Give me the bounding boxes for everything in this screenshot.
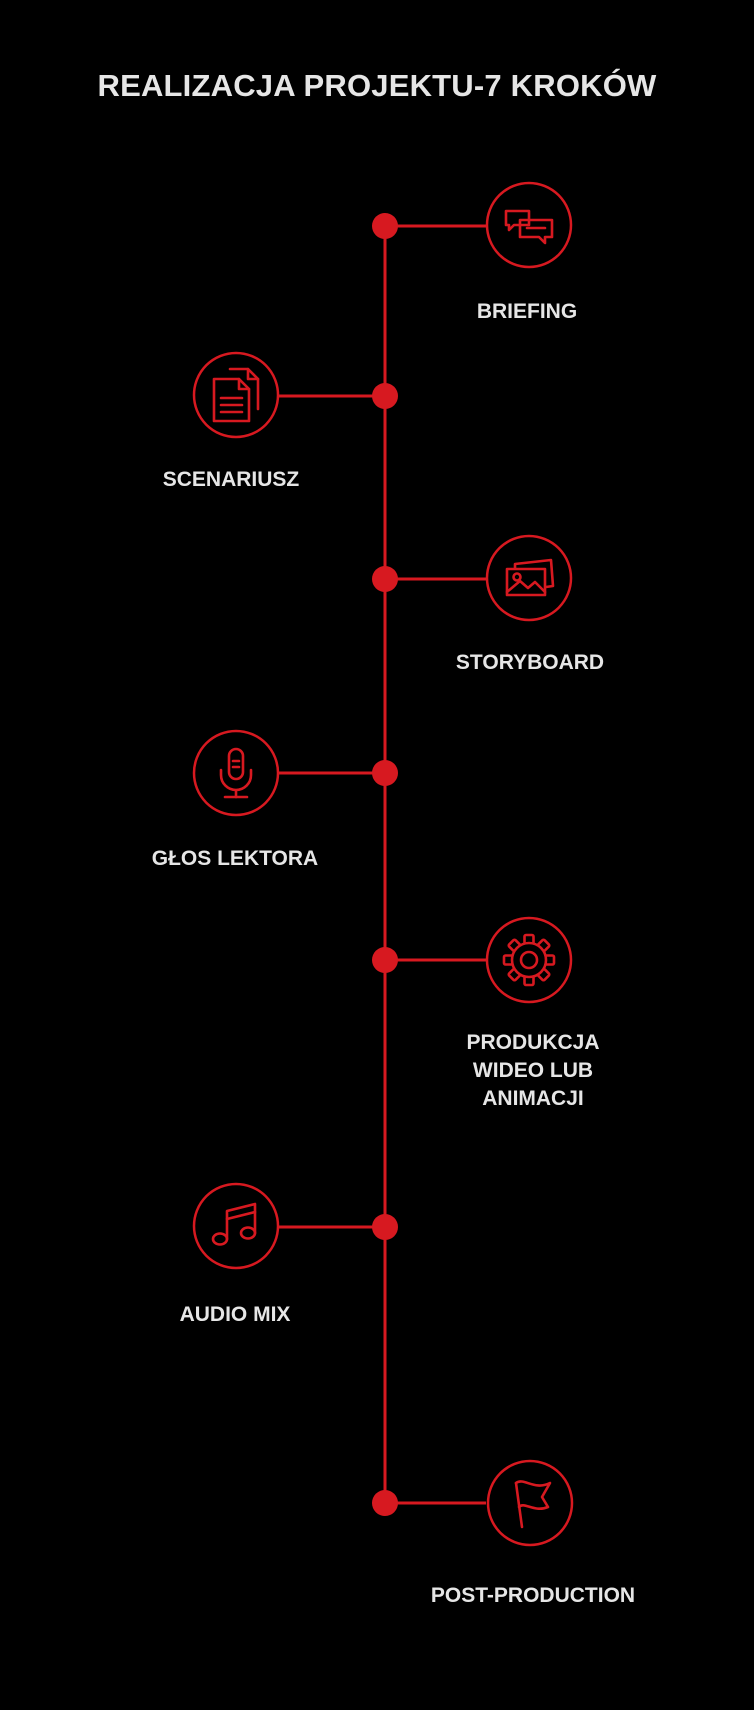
chat-bubbles-icon: [504, 209, 554, 245]
node-produkcja: [372, 947, 398, 973]
icon-ring-produkcja: [485, 916, 573, 1004]
flag-icon: [514, 1480, 552, 1529]
step-label-produkcja: PRODUKCJA WIDEO LUB ANIMACJI: [466, 1031, 600, 1110]
documents-icon: [212, 367, 260, 423]
images-icon: [505, 558, 555, 597]
step-audio-mix: [192, 1182, 398, 1270]
node-audio-mix: [372, 1214, 398, 1240]
step-produkcja: [372, 916, 573, 1004]
step-label-post-production: POST-PRODUCTION: [430, 1584, 636, 1607]
step-glos-lektora: [192, 729, 398, 817]
node-scenariusz: [372, 383, 398, 409]
icon-ring-scenariusz: [192, 351, 280, 439]
icon-ring-glos-lektora: [192, 729, 280, 817]
microphone-icon: [219, 747, 253, 799]
step-post-production: [372, 1459, 574, 1547]
step-label-audio-mix: AUDIO MIX: [179, 1303, 291, 1326]
gear-icon: [502, 933, 556, 987]
node-briefing: [372, 213, 398, 239]
icon-ring-storyboard: [485, 534, 573, 622]
node-glos-lektora: [372, 760, 398, 786]
icon-ring-audio-mix: [192, 1182, 280, 1270]
node-post-production: [372, 1490, 398, 1516]
step-briefing: [372, 181, 573, 269]
step-storyboard: [372, 534, 573, 622]
music-note-icon: [211, 1202, 257, 1246]
step-label-briefing: BRIEFING: [476, 300, 578, 323]
step-label-glos-lektora: GŁOS LEKTORA: [151, 847, 319, 870]
icon-ring-briefing: [485, 181, 573, 269]
page-title: REALIZACJA PROJEKTU-7 KROKÓW: [97, 68, 657, 103]
step-label-storyboard: STORYBOARD: [455, 651, 605, 674]
node-storyboard: [372, 566, 398, 592]
icon-ring-post-production: [486, 1459, 574, 1547]
step-label-scenariusz: SCENARIUSZ: [162, 468, 300, 491]
step-scenariusz: [192, 351, 398, 439]
